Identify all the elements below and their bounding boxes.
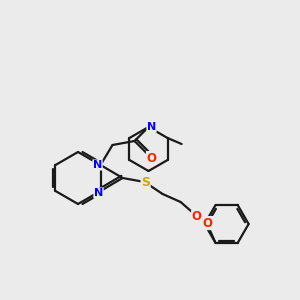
Text: O: O	[146, 152, 157, 164]
Text: O: O	[192, 211, 202, 224]
Text: N: N	[93, 160, 102, 170]
Text: O: O	[202, 217, 213, 230]
Text: N: N	[94, 188, 103, 198]
Text: S: S	[141, 176, 150, 188]
Text: N: N	[147, 122, 156, 132]
